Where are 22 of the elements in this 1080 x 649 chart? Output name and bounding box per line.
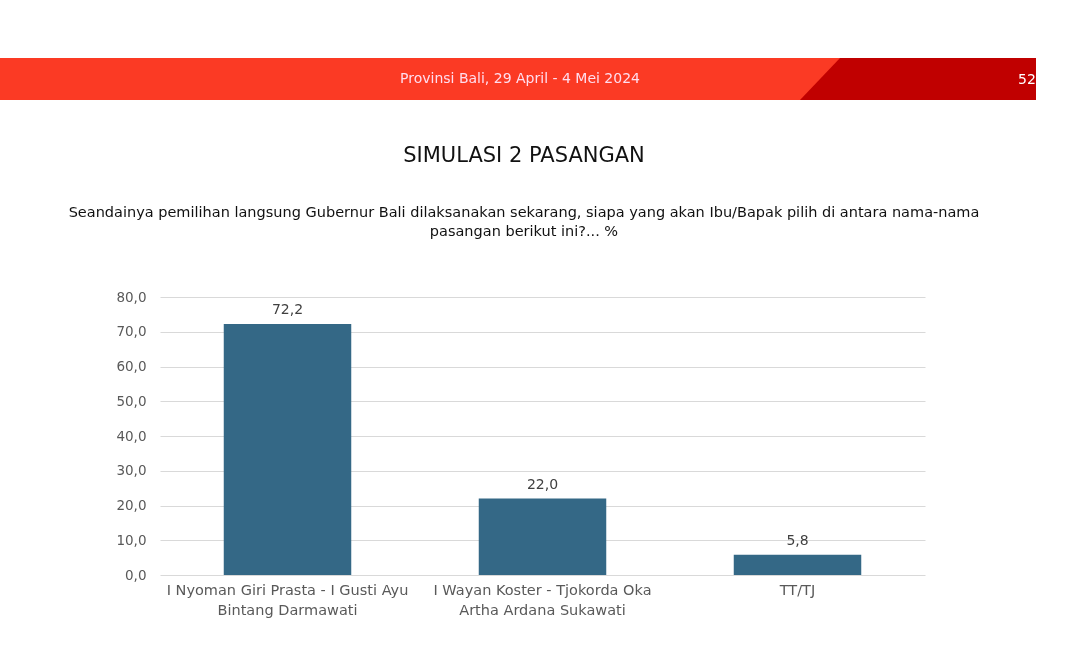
y-tick-label: 40,0 [116, 427, 147, 444]
chart-title: SIMULASI 2 PASANGAN [402, 143, 646, 167]
data-label: 72,2 [271, 301, 304, 318]
x-tick-label: TT/TJ [778, 581, 816, 598]
y-tick-label: 70,0 [116, 323, 147, 340]
x-tick-label: I Wayan Koster - Tjokorda Oka Artha Ardana Sukawati [433, 581, 652, 618]
y-tick-label: 30,0 [116, 462, 147, 479]
bar [223, 324, 352, 575]
data-label: 5,8 [786, 531, 809, 548]
y-tick-label: 0,0 [125, 566, 147, 583]
data-label: 22,0 [526, 475, 559, 492]
y-tick-label: 60,0 [116, 358, 147, 374]
text: 52 [1017, 71, 1037, 87]
bar [478, 498, 607, 575]
text: Provinsi Bali, 29 April - 4 Mei 2024 [400, 70, 640, 86]
y-tick-label: 80,0 [116, 288, 147, 305]
y-tick-label: 50,0 [116, 392, 147, 409]
chart-subtitle: Seandainya pemilihan langsung Gubernur Bali dilaksanakan sekarang, siapa yang akan Ibu/Bapak pilih di antara nama-nama pasangan berikut ini?... % [67, 203, 981, 241]
x-tick-label: I Nyoman Giri Prasta - I Gusti Ayu Bintang Darmawati [166, 581, 409, 618]
y-tick-label: 20,0 [116, 497, 147, 513]
y-tick-label: 10,0 [116, 531, 147, 548]
bar [733, 554, 862, 575]
